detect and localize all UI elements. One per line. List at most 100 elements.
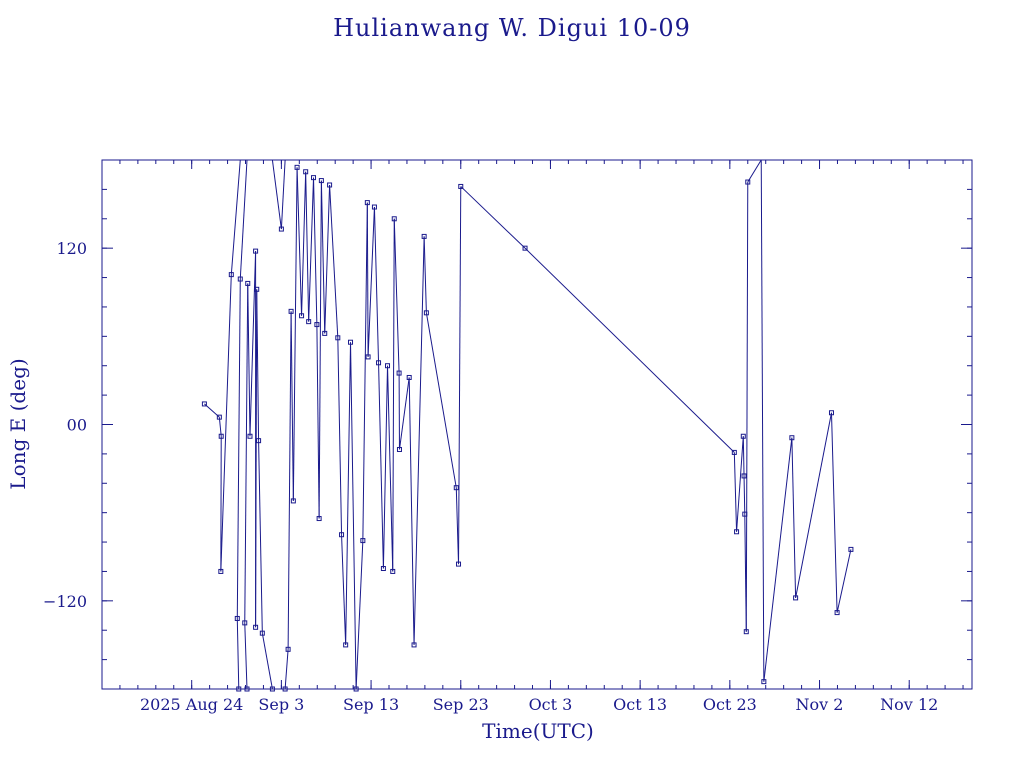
data-point [421, 233, 427, 239]
data-point [236, 686, 242, 692]
data-point [294, 164, 300, 170]
series-segment [341, 534, 347, 645]
series-segment [305, 171, 310, 322]
data-point [282, 686, 288, 692]
data-point [339, 532, 345, 538]
series-segment [316, 324, 320, 519]
series-segment [795, 412, 832, 598]
series-segment [261, 633, 273, 689]
series-segment [378, 362, 384, 569]
data-point [254, 286, 260, 292]
data-point [201, 401, 207, 407]
series-segment [362, 202, 368, 541]
data-point [306, 319, 312, 325]
series-segment [760, 160, 765, 682]
data-point [237, 276, 243, 282]
data-point [253, 624, 259, 630]
data-point [360, 538, 366, 544]
series-markers [201, 164, 854, 692]
data-point [269, 686, 275, 692]
series-segment [313, 177, 318, 325]
series-segment [747, 160, 762, 183]
series-segment [271, 160, 282, 230]
series-segment [763, 437, 793, 682]
series-segment [244, 283, 249, 623]
data-point [745, 179, 751, 185]
series-segment [249, 251, 257, 437]
data-point [742, 511, 748, 517]
data-point [353, 686, 359, 692]
series-segment [460, 186, 526, 249]
series-segment [345, 342, 352, 645]
axis-ticks [102, 160, 972, 689]
data-point [793, 595, 799, 601]
series-segment [329, 184, 339, 338]
series-segment [745, 182, 749, 632]
data-point [834, 610, 840, 616]
y-tick-label: −120 [43, 592, 87, 611]
data-point [743, 629, 749, 635]
series-segment [256, 289, 260, 441]
data-point [396, 446, 402, 452]
series-segment [230, 160, 241, 275]
series-segment [366, 202, 369, 357]
data-point [288, 308, 294, 314]
series-segment [367, 207, 375, 357]
series-segment [301, 171, 307, 316]
plot-frame [101, 159, 973, 690]
tick-labels: 2025 Aug 24 Sep 3 Sep 13 Sep 23 Oct 3 Oct 13 O… [43, 239, 938, 714]
series-segment [255, 289, 258, 628]
series-segment [350, 342, 357, 689]
data-point [318, 178, 324, 184]
series-segment [258, 440, 263, 634]
series-segment [287, 311, 292, 650]
series-segment [324, 184, 331, 334]
data-point [365, 354, 371, 360]
data-point [244, 686, 250, 692]
data-point [740, 433, 746, 439]
data-point [311, 175, 317, 181]
data-point [327, 182, 333, 188]
data-point [228, 272, 234, 278]
data-point [253, 248, 259, 254]
series-segment [425, 312, 457, 488]
data-point [285, 646, 291, 652]
data-point [335, 335, 341, 341]
data-point [343, 642, 349, 648]
series-lines [204, 160, 852, 689]
data-point [322, 330, 328, 336]
series-segment [742, 436, 745, 476]
series-segment [736, 436, 744, 532]
series-segment [280, 160, 286, 230]
series-segment [244, 622, 248, 689]
y-tick-label: 00 [67, 416, 87, 435]
series-segment [408, 377, 415, 645]
data-point [741, 473, 747, 479]
series-segment [296, 167, 303, 316]
data-point [385, 363, 391, 369]
data-point [234, 615, 240, 621]
data-point [456, 561, 462, 567]
series-segment [393, 218, 400, 374]
series-segment [398, 377, 410, 450]
data-point [218, 433, 224, 439]
data-point [290, 498, 296, 504]
x-tick-label: Sep 13 [343, 695, 399, 714]
data-point [458, 183, 464, 189]
data-point [731, 449, 737, 455]
data-point [761, 679, 767, 685]
data-point [411, 642, 417, 648]
data-point [256, 438, 262, 444]
series-segment [247, 283, 251, 437]
data-point [303, 169, 309, 175]
data-point [380, 566, 386, 572]
data-point [848, 546, 854, 552]
series-segment [387, 365, 394, 572]
data-point [216, 414, 222, 420]
series-segment [382, 365, 389, 569]
series-segment [743, 475, 746, 515]
data-point [376, 360, 382, 366]
series-segment [836, 549, 852, 613]
x-tick-label: Oct 23 [703, 695, 757, 714]
